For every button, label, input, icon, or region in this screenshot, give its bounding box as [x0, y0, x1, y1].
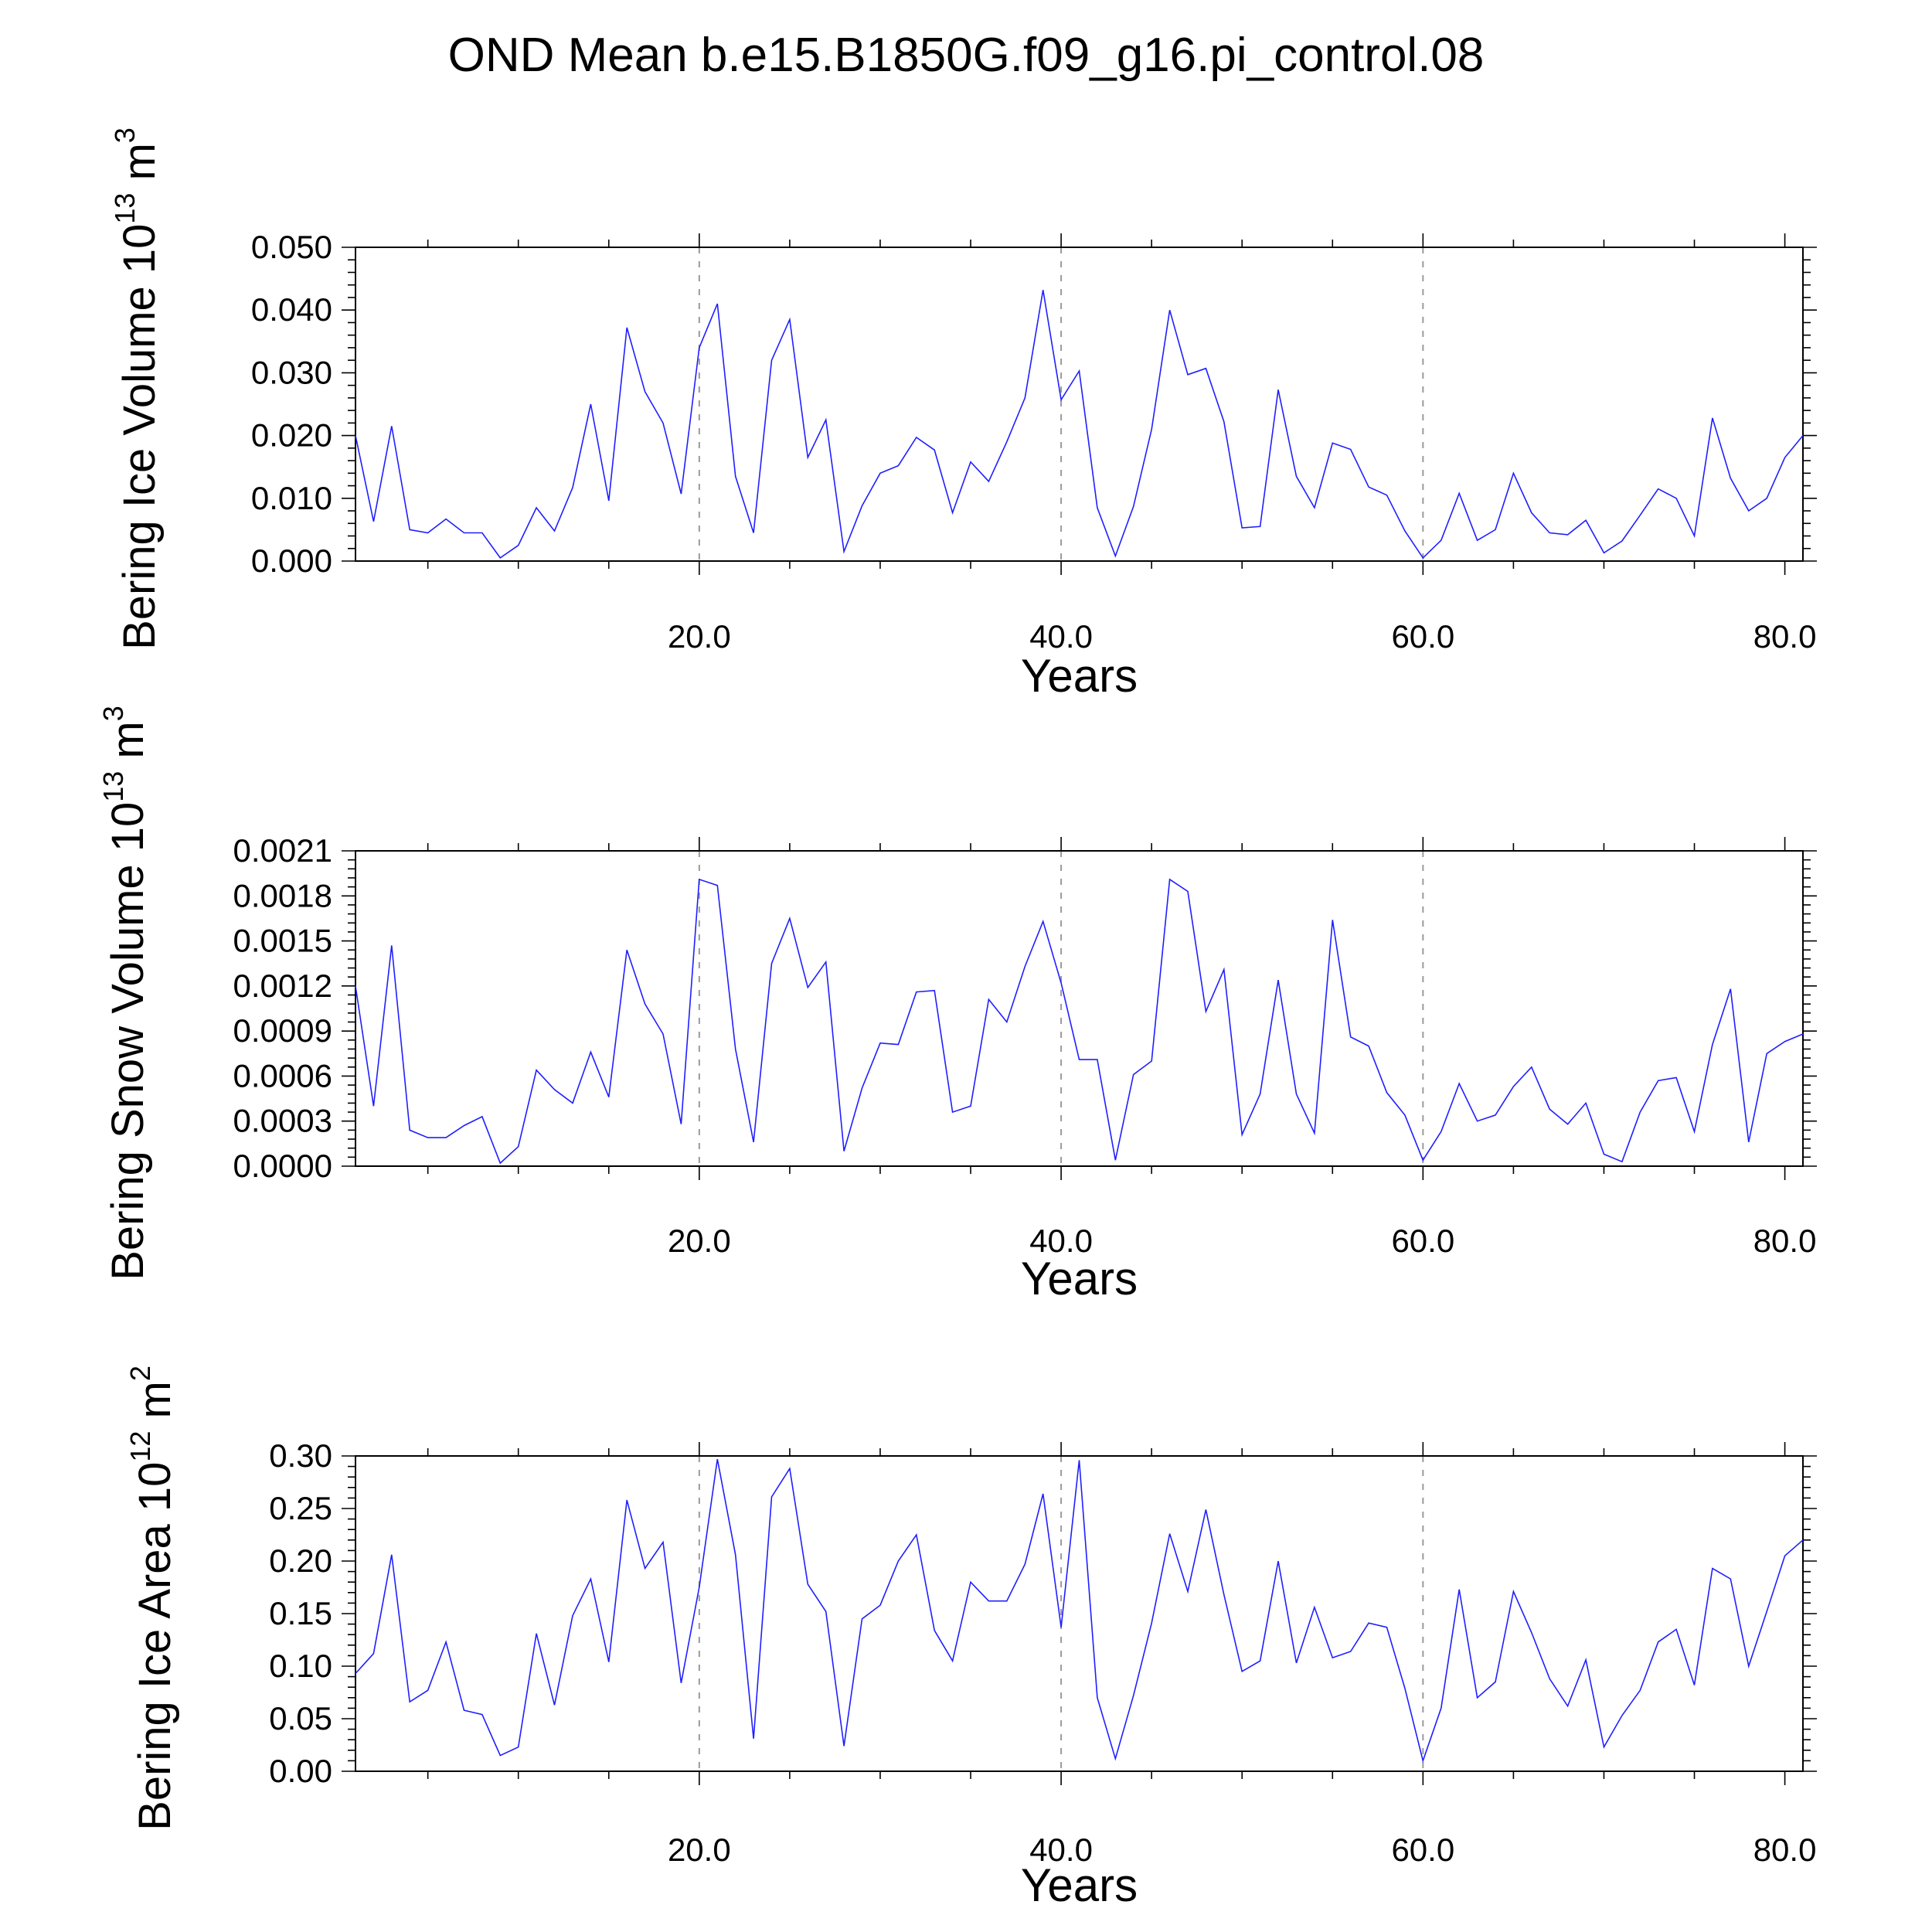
y-tick-labels: 0.0000 0.0003 0.0006 0.0009 0.0012 0.0015 0.00… [233, 832, 332, 1184]
y-axis-label-unit-exponent: 3 [97, 706, 129, 721]
y-tick-label: 0.000 [251, 543, 332, 579]
y-axis-label: Bering Snow Volume 1013 m3 [97, 706, 153, 1281]
y-tick-label: 0.05 [269, 1700, 332, 1736]
panel-ice-volume: 0.000 0.010 0.020 0.030 0.040 0.050 20.0 40.0 6… [109, 128, 1817, 702]
y-tick-label: 0.0018 [233, 877, 332, 913]
y-axis-label: Bering Ice Area 1012 m2 [124, 1366, 180, 1831]
axis-ticks [342, 837, 1817, 1180]
y-axis-label-main: Bering Ice Area 10 [130, 1462, 180, 1831]
axis-ticks [342, 233, 1817, 575]
y-axis-label-exponent: 13 [109, 193, 141, 224]
y-axis-label-unit: m [114, 143, 165, 192]
y-tick-label: 0.10 [269, 1648, 332, 1684]
x-axis-label: Years [1021, 650, 1138, 702]
x-tick-label: 80.0 [1753, 1223, 1817, 1259]
vertical-grid [698, 1456, 1424, 1771]
x-tick-labels: 20.0 40.0 60.0 80.0 [668, 618, 1816, 655]
y-axis-label-unit: m [103, 721, 153, 770]
x-tick-label: 40.0 [1029, 618, 1093, 655]
y-tick-label: 0.0012 [233, 968, 332, 1004]
x-tick-label: 80.0 [1753, 1832, 1817, 1868]
x-tick-label: 60.0 [1391, 618, 1454, 655]
y-tick-label: 0.020 [251, 417, 332, 454]
y-axis-label-unit-exponent: 2 [124, 1366, 156, 1381]
x-tick-labels: 20.0 40.0 60.0 80.0 [668, 1832, 1816, 1868]
y-tick-label: 0.0003 [233, 1103, 332, 1139]
x-tick-label: 40.0 [1029, 1223, 1093, 1259]
y-tick-labels: 0.000 0.010 0.020 0.030 0.040 0.050 [251, 229, 332, 579]
x-tick-label: 40.0 [1029, 1832, 1093, 1868]
y-tick-label: 0.15 [269, 1595, 332, 1631]
y-axis-label: Bering Ice Volume 1013 m3 [109, 128, 165, 650]
ice-area-series-line [355, 1458, 1804, 1764]
x-axis-label: Years [1021, 1859, 1138, 1911]
y-tick-label: 0.25 [269, 1490, 332, 1526]
panel-ice-area: 0.00 0.05 0.10 0.15 0.20 0.25 0.30 20.0 40.0 60.… [124, 1366, 1817, 1911]
y-axis-label-exponent: 13 [97, 771, 129, 802]
y-axis-label-unit-exponent: 3 [109, 128, 141, 143]
y-axis-label-main: Bering Snow Volume 10 [103, 802, 153, 1281]
x-tick-label: 60.0 [1391, 1832, 1454, 1868]
y-tick-label: 0.0009 [233, 1012, 332, 1049]
panel-snow-volume: 0.0000 0.0003 0.0006 0.0009 0.0012 0.0015 0.00… [97, 706, 1817, 1304]
y-tick-label: 0.040 [251, 291, 332, 328]
x-axis-label: Years [1021, 1253, 1138, 1304]
snow-volume-series-line [355, 878, 1804, 1165]
vertical-grid [698, 247, 1424, 561]
x-tick-label: 20.0 [668, 1832, 731, 1868]
y-tick-label: 0.20 [269, 1543, 332, 1579]
ice-volume-series-line [355, 290, 1804, 560]
y-axis-label-main: Bering Ice Volume 10 [114, 224, 165, 650]
y-tick-label: 0.30 [269, 1437, 332, 1474]
figure-title: OND Mean b.e15.B1850G.f09_g16.pi_control… [448, 29, 1485, 82]
axis-ticks [342, 1442, 1817, 1785]
y-tick-label: 0.030 [251, 354, 332, 390]
y-tick-labels: 0.00 0.05 0.10 0.15 0.20 0.25 0.30 [269, 1437, 332, 1789]
y-tick-label: 0.050 [251, 229, 332, 265]
x-tick-label: 60.0 [1391, 1223, 1454, 1259]
x-tick-labels: 20.0 40.0 60.0 80.0 [668, 1223, 1816, 1259]
plot-frame [355, 850, 1804, 1167]
y-axis-label-exponent: 12 [124, 1431, 156, 1462]
plot-frame [355, 247, 1804, 562]
y-tick-label: 0.0021 [233, 832, 332, 869]
y-tick-label: 0.0015 [233, 923, 332, 959]
x-tick-label: 20.0 [668, 618, 731, 655]
y-tick-label: 0.0000 [233, 1148, 332, 1184]
x-tick-label: 80.0 [1753, 618, 1817, 655]
y-axis-label-unit: m [130, 1381, 180, 1430]
y-tick-label: 0.010 [251, 480, 332, 516]
x-tick-label: 20.0 [668, 1223, 731, 1259]
y-tick-label: 0.00 [269, 1753, 332, 1789]
y-tick-label: 0.0006 [233, 1057, 332, 1094]
vertical-grid [698, 851, 1424, 1166]
